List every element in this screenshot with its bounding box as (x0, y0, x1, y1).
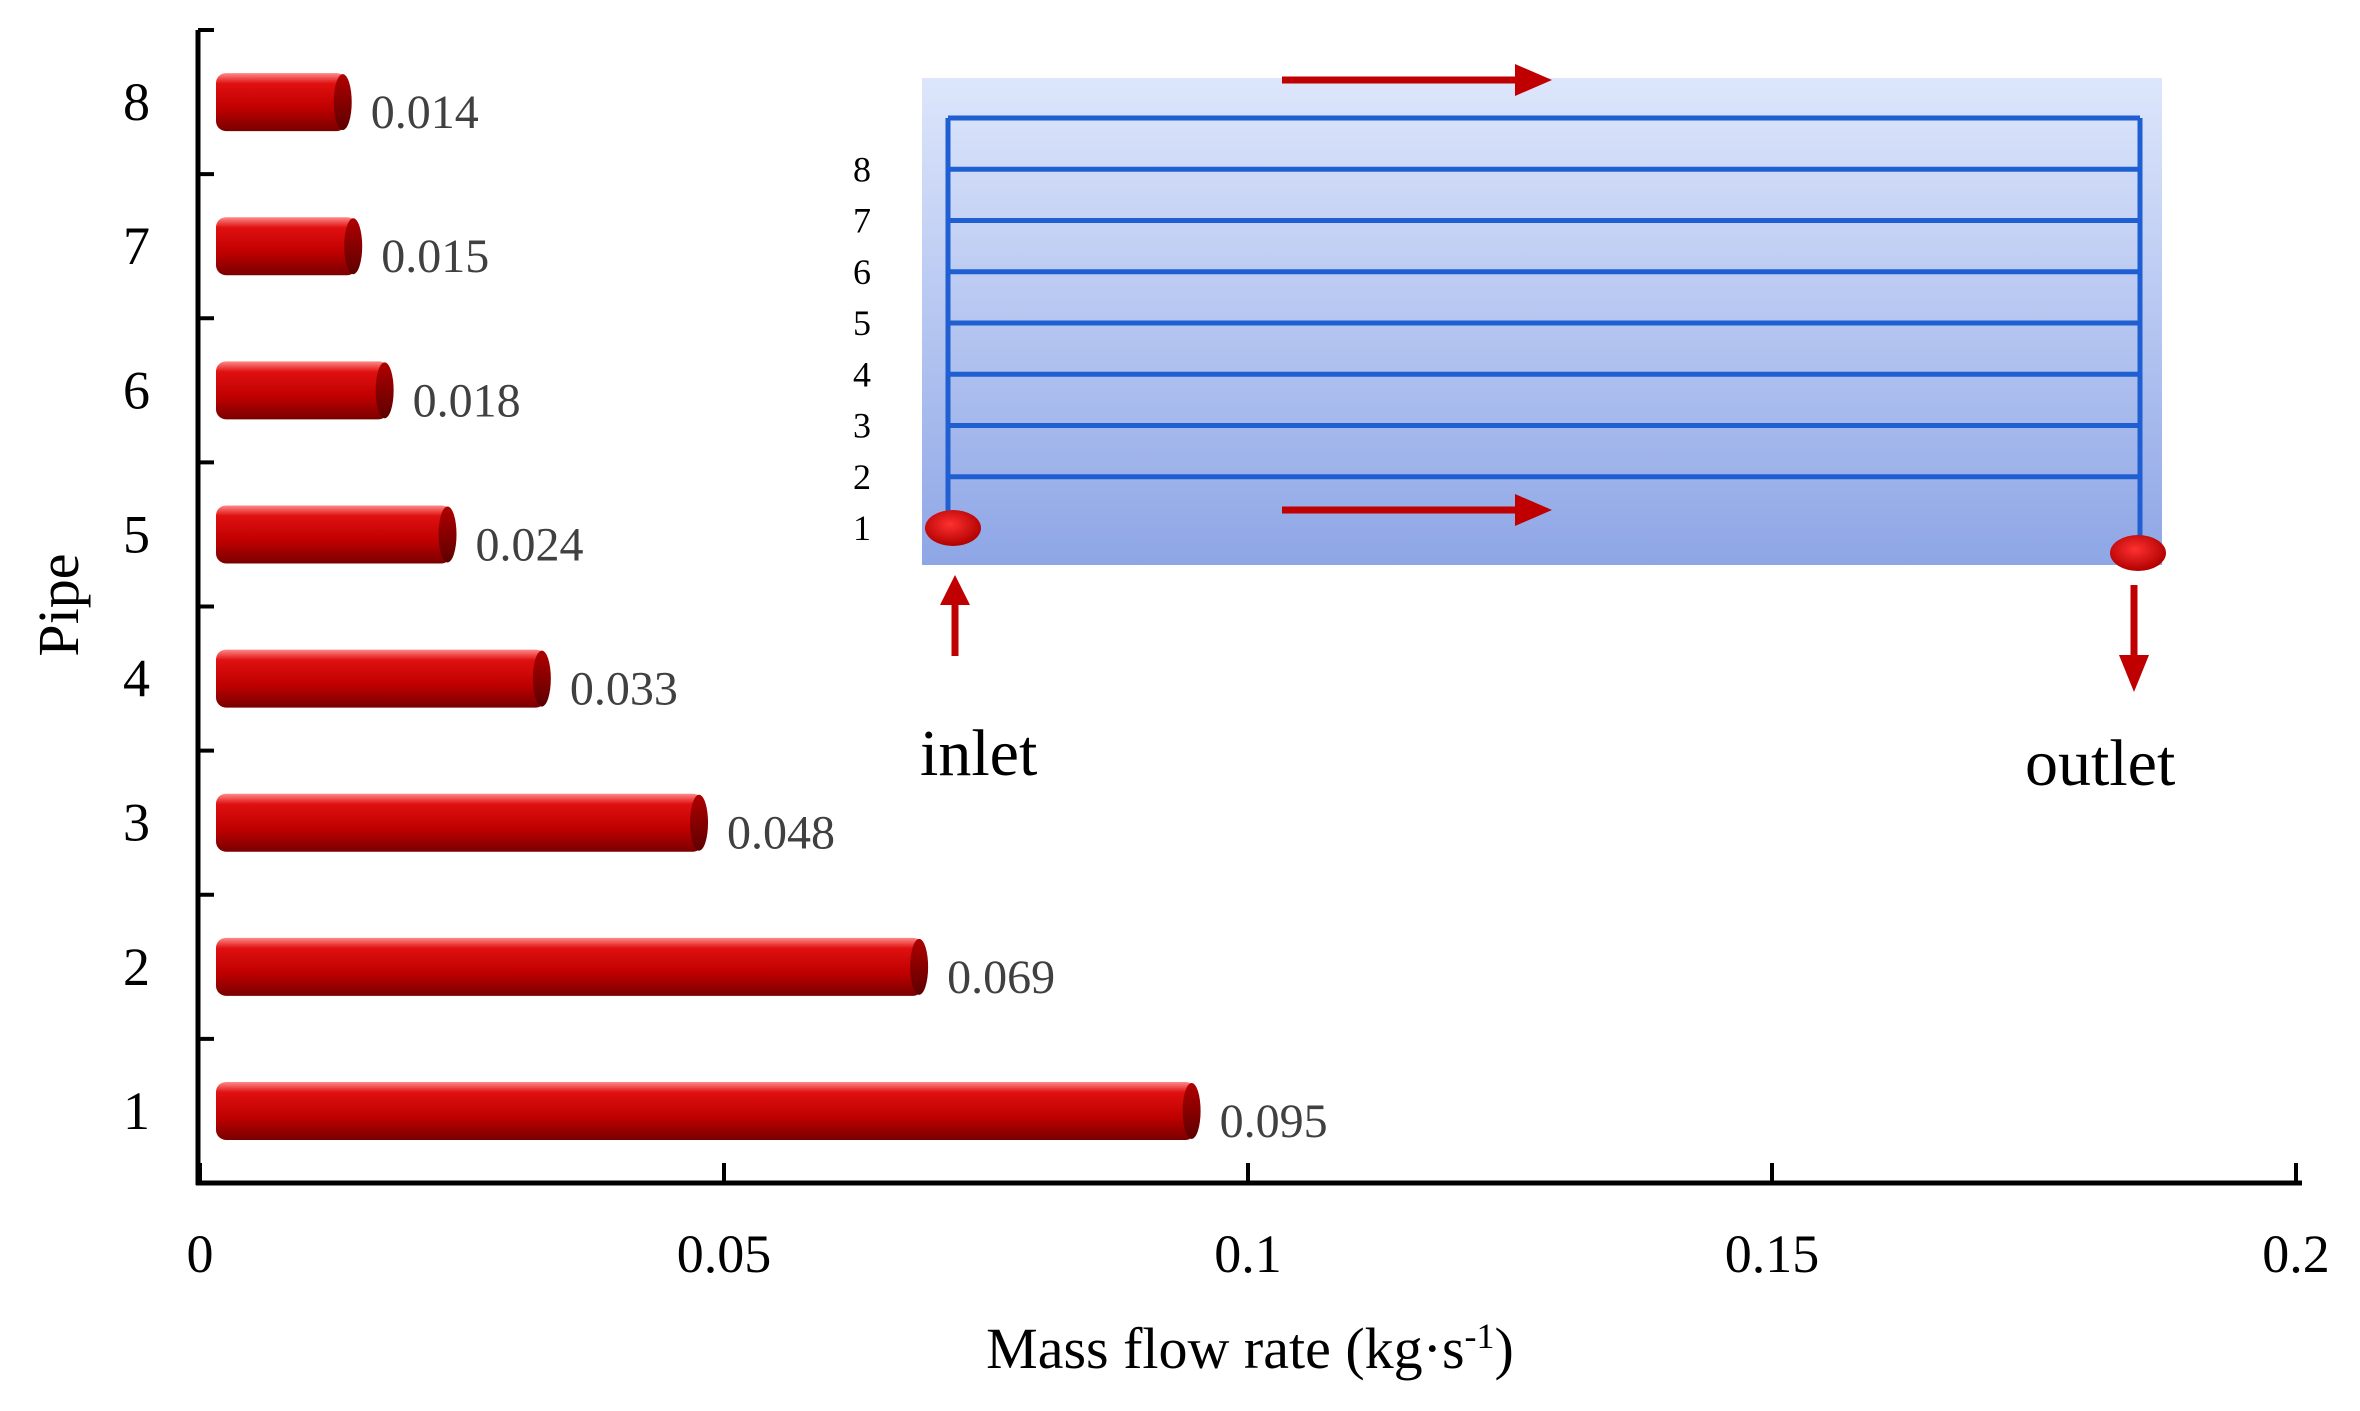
x-axis-title-superscript: -1 (1465, 1316, 1495, 1356)
x-tick-label: 0.15 (1725, 1224, 1820, 1284)
bar (216, 73, 352, 132)
bar-data-label: 0.015 (381, 230, 489, 283)
y-tick-label: 2 (123, 937, 150, 997)
bar (216, 217, 363, 276)
y-axis-title: Pipe (26, 553, 91, 656)
outlet-arrow-icon (2119, 585, 2149, 692)
bar-data-label: 0.095 (1220, 1095, 1328, 1148)
y-tick-label: 3 (123, 793, 150, 853)
x-axis-ticks: 0 0.05 0.1 0.15 0.2 (187, 1163, 2330, 1284)
bar-data-label: 0.069 (947, 951, 1055, 1004)
pipe-network-inset: 1 2 3 4 5 6 7 8 inlet outlet (853, 64, 2175, 800)
bar-series: 0.095 0.069 0.048 0.033 0.024 0.018 0.015 0.014 (216, 73, 1328, 1148)
y-tick-label: 5 (123, 504, 150, 564)
x-tick-label: 0.05 (677, 1224, 772, 1284)
bar (216, 361, 394, 420)
y-tick-label: 6 (123, 360, 150, 420)
outlet-node-icon (2110, 535, 2166, 571)
x-tick-label: 0.2 (2262, 1224, 2330, 1284)
inset-pipe-label: 4 (853, 354, 871, 394)
bottom-flow-arrow-icon (1282, 494, 1552, 526)
bar (216, 505, 457, 564)
bar-data-label: 0.014 (371, 86, 479, 139)
inset-pipe-label: 1 (853, 508, 871, 548)
bar (216, 1081, 1201, 1140)
y-tick-label: 8 (123, 72, 150, 132)
inlet-label: inlet (920, 717, 1037, 790)
y-axis-ticks: 1 2 3 4 5 6 7 8 (123, 28, 214, 1185)
y-tick-label: 1 (123, 1081, 150, 1141)
inset-pipe-label: 6 (853, 252, 871, 292)
x-tick-label: 0.1 (1214, 1224, 1282, 1284)
inlet-arrow-icon (940, 575, 970, 656)
x-axis-title: Mass flow rate (kg·s-1) (986, 1316, 1514, 1381)
y-tick-label: 4 (123, 649, 150, 709)
inset-pipe-label: 8 (853, 149, 871, 189)
inset-pipe-label: 3 (853, 406, 871, 446)
inset-pipe-label: 5 (853, 303, 871, 343)
bar (216, 649, 551, 708)
x-tick-label: 0 (187, 1224, 214, 1284)
bar-data-label: 0.048 (727, 807, 835, 860)
bar-data-label: 0.018 (413, 374, 521, 427)
inset-pipe-labels: 1 2 3 4 5 6 7 8 (853, 149, 871, 548)
y-tick-label: 7 (123, 216, 150, 276)
inlet-node-icon (925, 510, 981, 546)
top-flow-arrow-icon (1282, 64, 1552, 96)
inset-pipe-label: 2 (853, 457, 871, 497)
bar (216, 937, 929, 996)
inset-pipes (948, 115, 2140, 480)
bar-data-label: 0.033 (570, 663, 678, 716)
bar (216, 793, 709, 852)
outlet-label: outlet (2025, 727, 2175, 800)
bar-data-label: 0.024 (476, 518, 584, 571)
inset-pipe-label: 7 (853, 201, 871, 241)
